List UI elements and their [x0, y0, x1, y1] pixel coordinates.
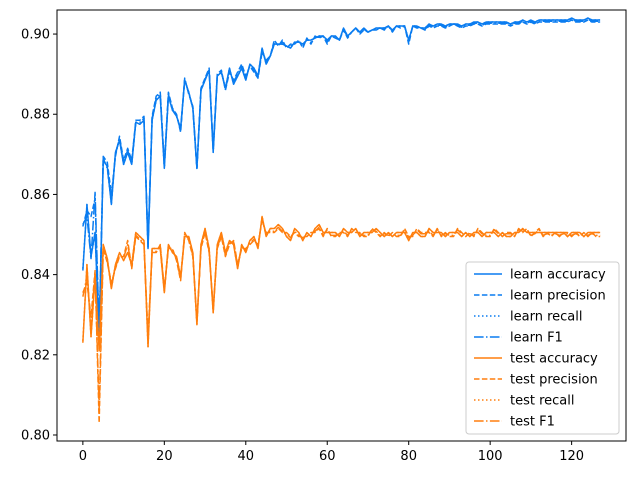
- axes-frame: [56, 9, 627, 442]
- x-tick-label: 100: [478, 449, 503, 464]
- series-line-learn-f1: [82, 18, 601, 334]
- x-tick-label: 120: [559, 449, 584, 464]
- series-layer: [82, 17, 601, 424]
- series-line-test-recall: [82, 215, 601, 350]
- legend: learn accuracy learn precision learn recal…: [465, 261, 620, 435]
- series-line-test-f1: [82, 218, 601, 410]
- x-tick-label: 60: [319, 449, 336, 464]
- y-tick-label: 0.80: [21, 428, 50, 443]
- x-tick-label: 40: [238, 449, 255, 464]
- legend-label: learn accuracy: [510, 268, 606, 283]
- y-tick-label: 0.88: [21, 108, 50, 123]
- legend-label: learn precision: [510, 289, 606, 304]
- legend-box: [465, 261, 620, 435]
- plot-area: [56, 9, 627, 442]
- y-tick-label: 0.84: [21, 268, 50, 283]
- legend-label: test precision: [510, 373, 598, 388]
- x-tick-label: 20: [156, 449, 173, 464]
- x-tick-label: 80: [400, 449, 417, 464]
- y-tick-label: 0.90: [21, 28, 50, 43]
- legend-label: test accuracy: [510, 352, 598, 367]
- legend-label: learn F1: [510, 331, 563, 346]
- y-tick-label: 0.82: [21, 348, 50, 363]
- y-tick-label: 0.86: [21, 188, 50, 203]
- y-axis: 0.80 0.82 0.84 0.86 0.88 0.90: [21, 28, 57, 443]
- legend-label: test F1: [510, 415, 555, 430]
- legend-label: learn recall: [510, 310, 582, 325]
- legend-label: test recall: [510, 394, 575, 409]
- x-tick-label: 0: [79, 449, 87, 464]
- x-axis: 0 20 40 60 80 100 120: [79, 441, 584, 464]
